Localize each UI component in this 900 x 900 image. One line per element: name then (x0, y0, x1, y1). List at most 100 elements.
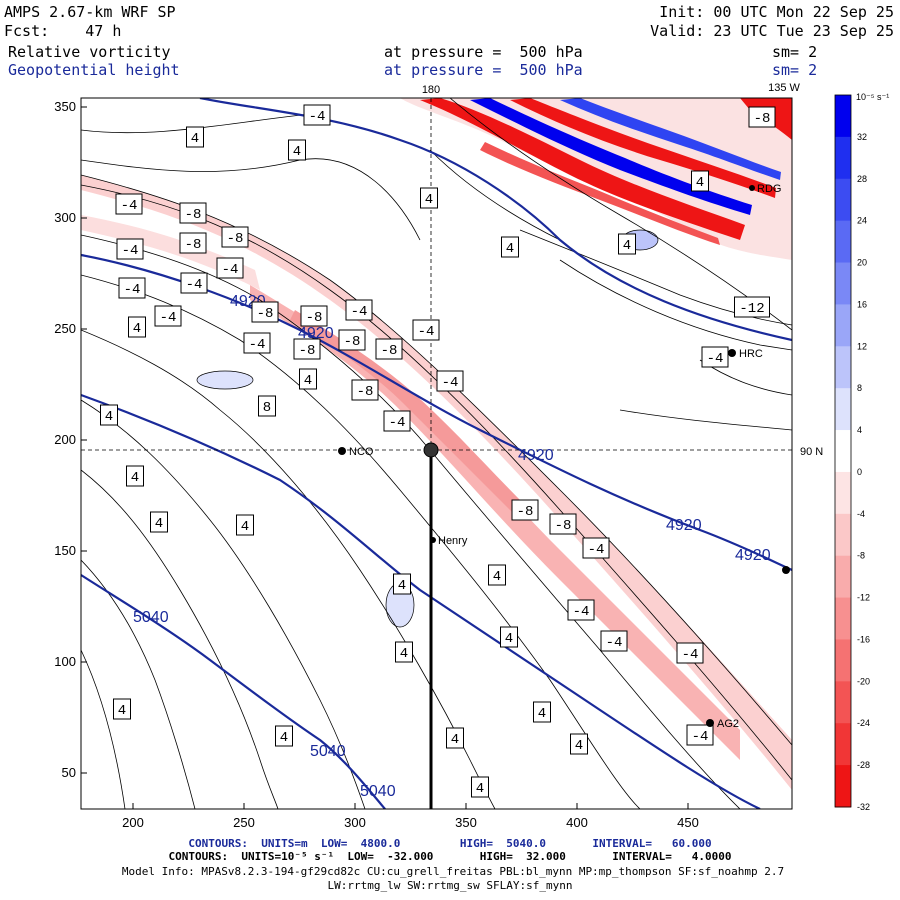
vorticity-label: -4 (573, 604, 590, 620)
vorticity-label-box (154, 305, 182, 327)
vorticity-label-box (393, 573, 411, 595)
vorticity-label-box (734, 296, 770, 318)
vorticity-label: -8 (344, 334, 361, 350)
vorticity-label-box (118, 277, 146, 299)
vorticity-label: -4 (682, 647, 699, 663)
vorticity-label-box (113, 698, 131, 720)
vorticity-label-box (501, 236, 519, 258)
vorticity-label: -4 (122, 243, 139, 259)
footer-vorticity-contours: CONTOURS: UNITS=10⁻⁵ s⁻¹ LOW= -32.000 HI… (168, 850, 732, 863)
footer-model-info: Model Info: MPASv8.2.3-194-gf29cd82c CU:… (121, 865, 785, 878)
x-tick-label: 200 (122, 815, 144, 830)
vorticity-label: 4 (400, 646, 408, 662)
vorticity-label-box (345, 299, 373, 321)
storm-red-streak-3 (480, 142, 720, 245)
vorticity-label: -4 (160, 310, 177, 326)
vorticity-label-box (100, 404, 118, 426)
vorticity-label: -8 (257, 306, 274, 322)
vorticity-label: 4 (623, 238, 631, 254)
vorticity-label-box (288, 139, 306, 161)
vorticity-label: -8 (517, 504, 534, 520)
vorticity-label: 4 (118, 703, 126, 719)
vorticity-label-box (180, 272, 208, 294)
vorticity-label-box (303, 104, 331, 126)
height-label: 4920 (298, 325, 334, 342)
y-tick-label: 200 (54, 432, 76, 447)
vorticity-label-box (686, 724, 714, 746)
vorticity-label: 4 (575, 738, 583, 754)
station-label-nco: NCO (349, 446, 374, 458)
vorticity-label: 4 (241, 519, 249, 535)
station-dot-edge (782, 566, 790, 574)
height-label: 5040 (360, 783, 396, 800)
vorticity-label-box (375, 338, 403, 360)
vorticity-label-box (186, 126, 204, 148)
vorticity-label-box (300, 305, 328, 327)
vorticity-label-box (412, 319, 440, 341)
vorticity-label-box (179, 202, 207, 224)
y-tick-label: 300 (54, 210, 76, 225)
vorticity-label-box (243, 332, 271, 354)
vorticity-label: 4 (280, 730, 288, 746)
y-tick-label: 100 (54, 654, 76, 669)
vorticity-label-box (549, 513, 577, 535)
storm-red-streak-1 (420, 98, 745, 240)
vorticity-label-box (511, 499, 539, 521)
height-label: 5040 (310, 743, 346, 760)
station-label-henry: Henry (438, 535, 468, 547)
vorticity-label-box (251, 301, 279, 323)
vorticity-label-box (299, 368, 317, 390)
vorticity-label: 4 (155, 516, 163, 532)
vorticity-label: -8 (227, 231, 244, 247)
vorticity-label-box (618, 233, 636, 255)
vorticity-label-box (471, 776, 489, 798)
vorticity-label-box (179, 232, 207, 254)
vorticity-label: 4 (425, 192, 433, 208)
vorticity-label: -8 (299, 343, 316, 359)
station-label-hrc: HRC (739, 348, 763, 360)
height-label: 4920 (735, 547, 771, 564)
vorticity-label: -4 (121, 198, 138, 214)
vorticity-label-box (258, 395, 276, 417)
vorticity-label: -8 (185, 207, 202, 223)
vorticity-label: 4 (451, 732, 459, 748)
y-tick-label: 350 (54, 99, 76, 114)
vorticity-label-box (395, 641, 413, 663)
lat-label-90n: 90 N (800, 446, 823, 458)
storm-red-streak-2 (510, 98, 776, 198)
y-tick-label: 50 (62, 765, 76, 780)
vorticity-label: -4 (418, 324, 435, 340)
neg-vorticity-band-4 (81, 215, 260, 290)
vorticity-label-box (221, 226, 249, 248)
lon-label-180: 180 (422, 84, 440, 96)
vorticity-label-box (115, 193, 143, 215)
vorticity-label: -4 (186, 277, 203, 293)
storm-blue-streak-2 (560, 98, 781, 180)
station-dot-ag2 (706, 719, 714, 727)
field2-name: Geopotential height (8, 61, 180, 79)
vorticity-label: -4 (351, 304, 368, 320)
south-pole-marker (423, 442, 439, 458)
vorticity-label: -4 (588, 542, 605, 558)
map-frame (80, 97, 793, 810)
vorticity-label-box (676, 642, 704, 664)
vorticity-label-box (488, 564, 506, 586)
station-label-ag2: AG2 (717, 718, 739, 730)
vorticity-label: -8 (555, 518, 572, 534)
vorticity-label-box (338, 329, 366, 351)
x-tick-label: 250 (233, 815, 255, 830)
x-tick-label: 400 (566, 815, 588, 830)
vorticity-label-box (126, 465, 144, 487)
vorticity-label: -8 (754, 111, 771, 127)
vorticity-label-box (150, 511, 168, 533)
vorticity-label: 4 (191, 131, 199, 147)
vorticity-label-box (570, 733, 588, 755)
vorticity-label: -4 (124, 282, 141, 298)
vorticity-label: -4 (309, 109, 326, 125)
vorticity-label: 4 (493, 569, 501, 585)
forecast-hour: Fcst: 47 h (4, 22, 122, 40)
station-dot-rdg (749, 185, 755, 191)
neg-vorticity-band-3 (290, 310, 525, 520)
vorticity-label: -4 (389, 415, 406, 431)
vorticity-label: -4 (606, 635, 623, 651)
